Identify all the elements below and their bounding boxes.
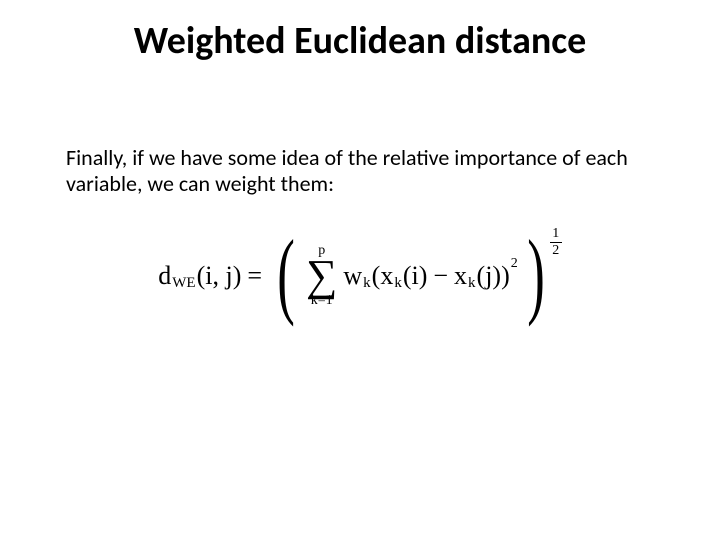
formula-container: d WE (i, j) = ( p ∑ k=1 w k ( x k (: [0, 240, 720, 312]
slide: Weighted Euclidean distance Finally, if …: [0, 0, 720, 540]
lhs-args: (i, j): [197, 261, 242, 291]
symbol-d: d: [158, 261, 171, 291]
equals-sign: =: [247, 261, 262, 291]
sigma-lower-limit: k=1: [311, 294, 333, 308]
body-paragraph: Finally, if we have some idea of the rel…: [66, 145, 656, 198]
subscript-k-x1: k: [394, 275, 402, 292]
x2-arg: (j): [477, 261, 502, 291]
symbol-x2: x: [454, 261, 467, 291]
inner-left-paren: (: [372, 261, 381, 291]
symbol-w: w: [343, 261, 362, 291]
sigma-symbol: ∑: [306, 256, 337, 296]
weighted-euclidean-formula: d WE (i, j) = ( p ∑ k=1 w k ( x k (: [158, 240, 561, 312]
slide-title: Weighted Euclidean distance: [0, 18, 720, 64]
minus-sign: −: [433, 261, 448, 291]
symbol-x1: x: [380, 261, 393, 291]
subscript-k-w: k: [363, 275, 371, 292]
outer-exp-denominator: 2: [552, 244, 559, 258]
subscript-we: WE: [172, 275, 195, 292]
subscript-k-x2: k: [468, 275, 476, 292]
summand: w k ( x k (i) − x k (j) ) 2: [343, 261, 517, 291]
paren-content: p ∑ k=1 w k ( x k (i) − x k (j) ) 2: [304, 244, 518, 308]
outer-exponent-half: 1 2: [550, 227, 562, 258]
right-big-paren: ): [527, 238, 545, 310]
outer-exp-numerator: 1: [552, 227, 559, 241]
inner-exponent-2: 2: [511, 256, 518, 272]
left-big-paren: (: [277, 238, 295, 310]
x1-arg: (i): [403, 261, 428, 291]
sigma-block: p ∑ k=1: [306, 244, 337, 308]
formula-lhs: d WE (i, j) =: [158, 261, 268, 291]
inner-right-paren: ): [501, 261, 510, 291]
